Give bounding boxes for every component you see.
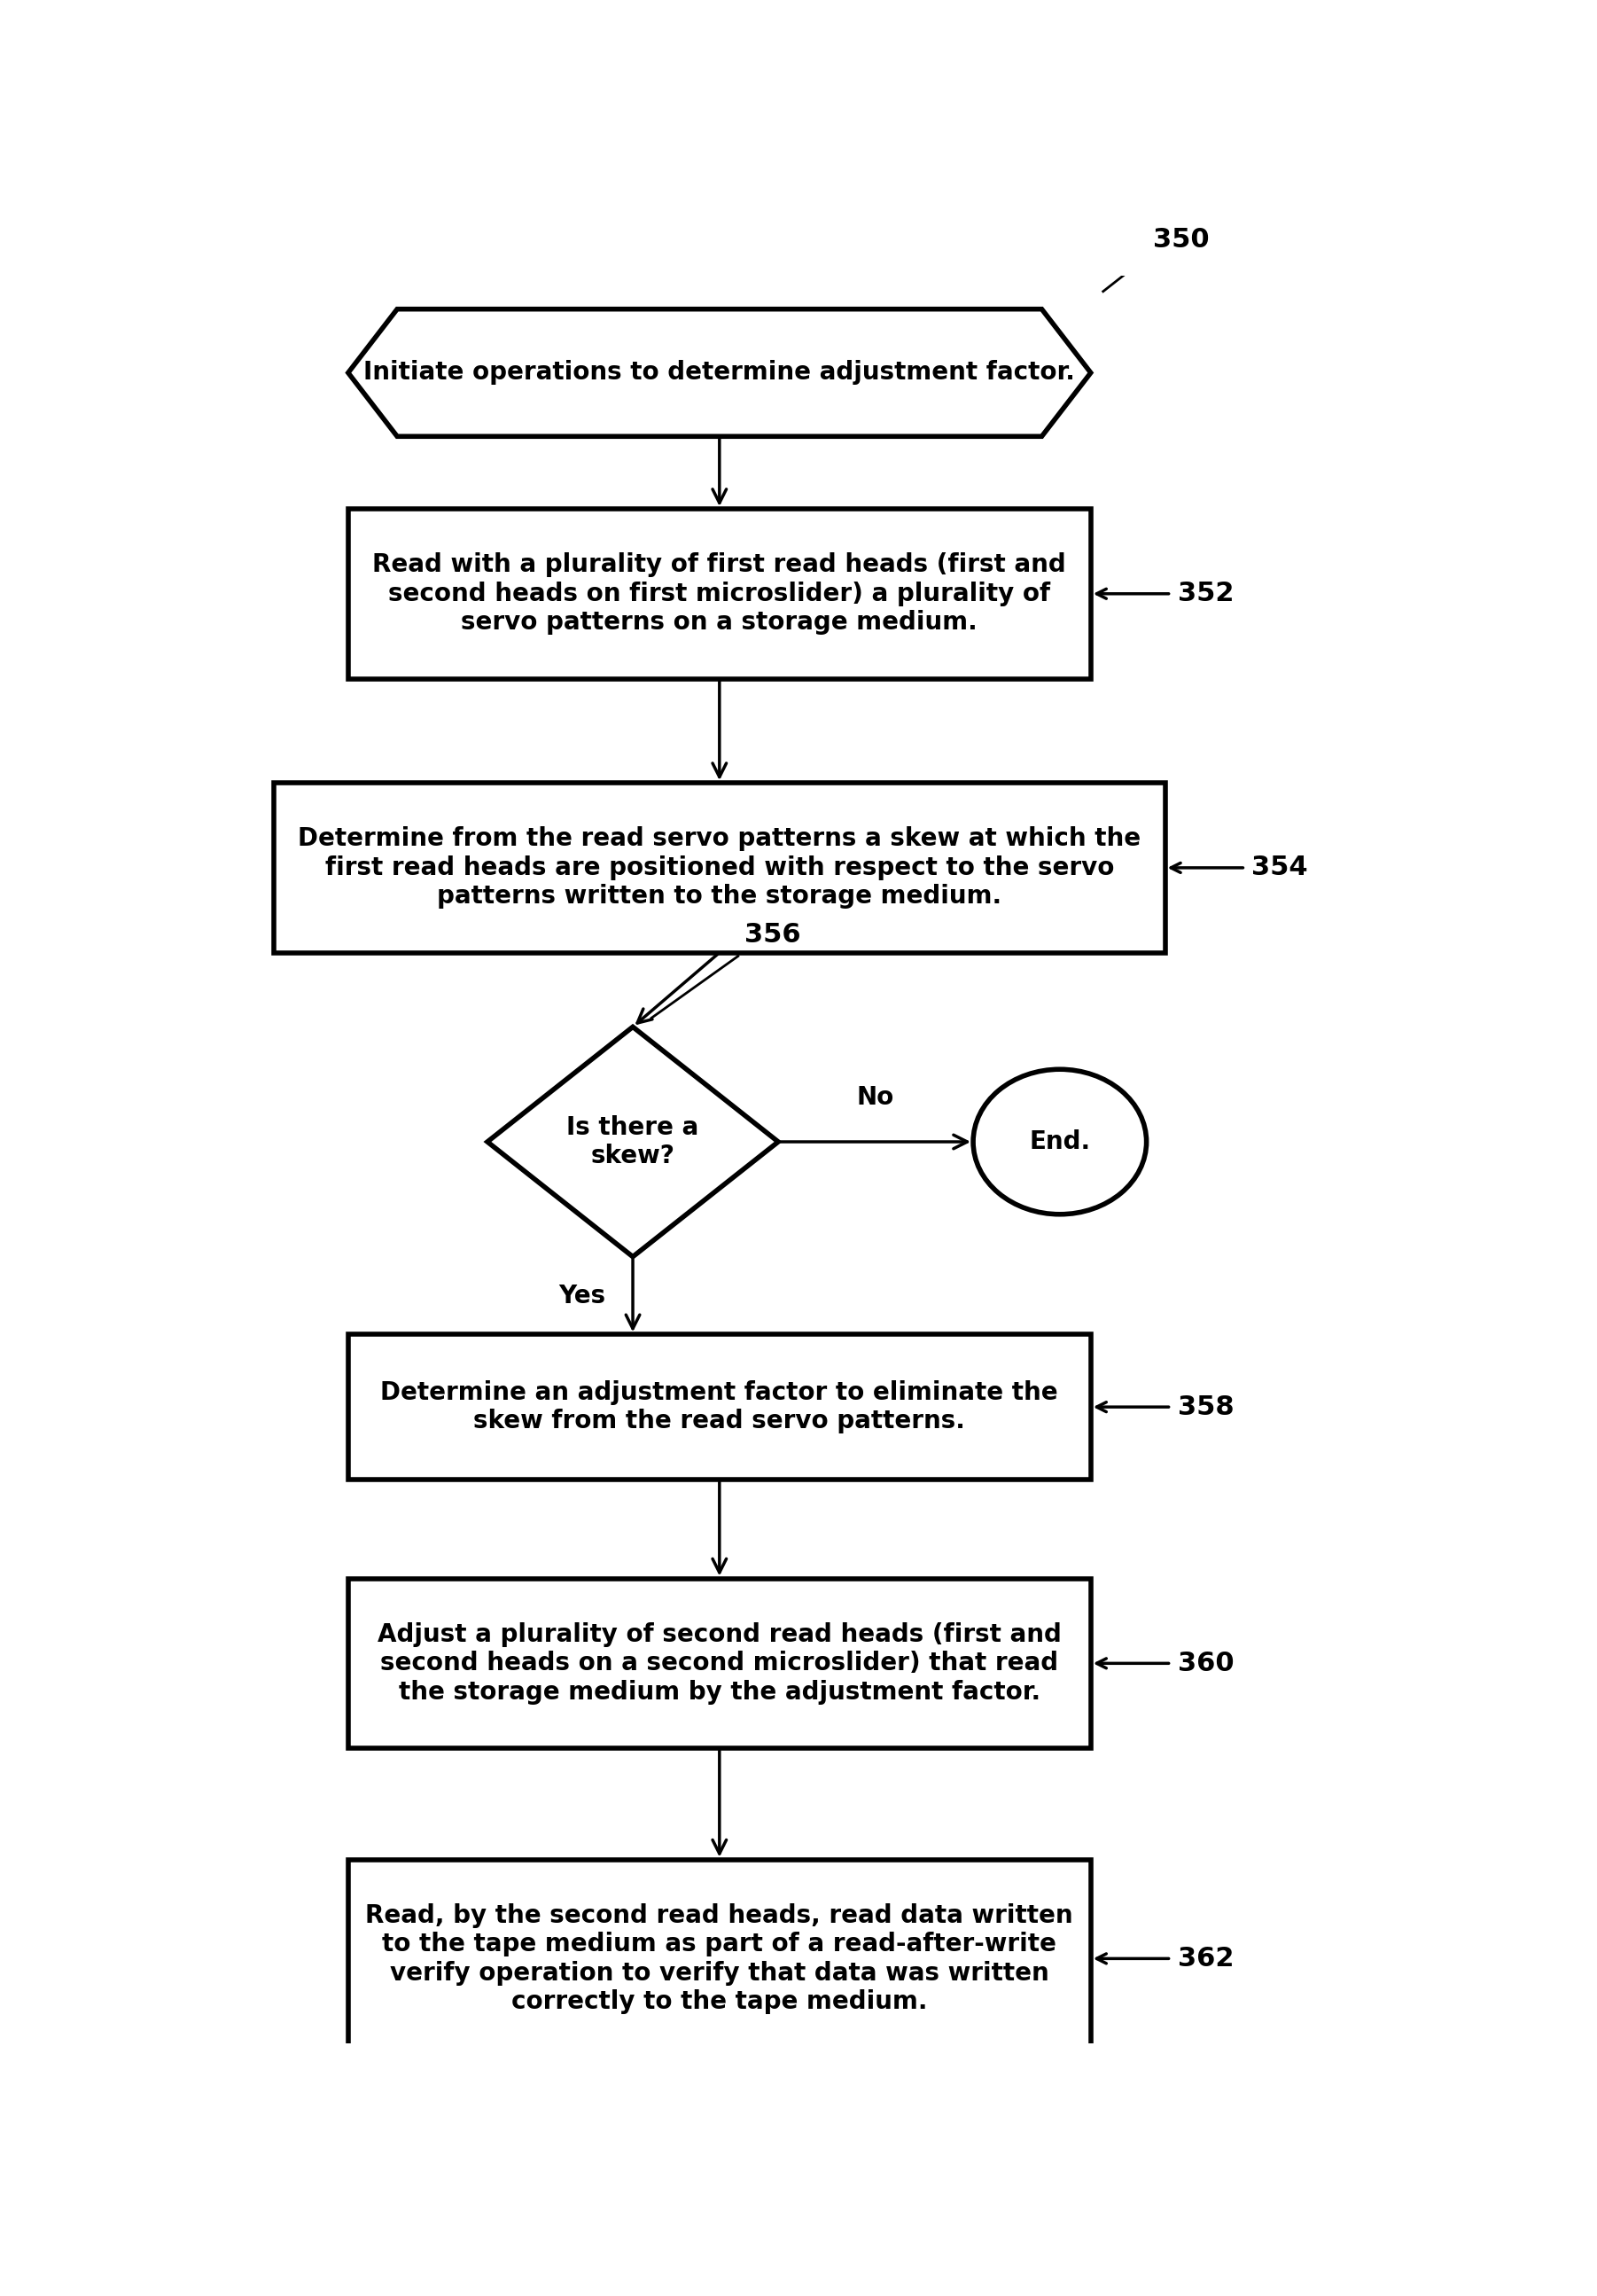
Text: 352: 352 bbox=[1177, 581, 1233, 606]
Text: Yes: Yes bbox=[559, 1283, 605, 1309]
Text: 360: 360 bbox=[1177, 1651, 1234, 1676]
Text: No: No bbox=[858, 1086, 894, 1109]
Text: Is there a
skew?: Is there a skew? bbox=[567, 1116, 699, 1169]
Text: Determine from the read servo patterns a skew at which the
first read heads are : Determine from the read servo patterns a… bbox=[299, 827, 1140, 909]
Polygon shape bbox=[348, 310, 1091, 436]
Text: 362: 362 bbox=[1177, 1945, 1233, 1972]
Text: Initiate operations to determine adjustment factor.: Initiate operations to determine adjustm… bbox=[364, 360, 1075, 386]
Bar bbox=[348, 1577, 1091, 1747]
Ellipse shape bbox=[973, 1070, 1147, 1215]
Polygon shape bbox=[487, 1026, 778, 1256]
Bar bbox=[348, 510, 1091, 680]
Bar bbox=[348, 1334, 1091, 1479]
Text: Read, by the second read heads, read data written
to the tape medium as part of : Read, by the second read heads, read dat… bbox=[366, 1903, 1073, 2014]
Text: Determine an adjustment factor to eliminate the
skew from the read servo pattern: Determine an adjustment factor to elimin… bbox=[380, 1380, 1059, 1433]
Text: Read with a plurality of first read heads (first and
second heads on first micro: Read with a plurality of first read head… bbox=[372, 553, 1067, 636]
Text: 350: 350 bbox=[1153, 227, 1209, 253]
Bar bbox=[275, 783, 1166, 953]
Text: Adjust a plurality of second read heads (first and
second heads on a second micr: Adjust a plurality of second read heads … bbox=[377, 1623, 1062, 1704]
Text: End.: End. bbox=[1028, 1130, 1091, 1155]
Text: 356: 356 bbox=[744, 921, 800, 948]
Text: 354: 354 bbox=[1252, 854, 1308, 882]
Text: 358: 358 bbox=[1177, 1394, 1234, 1419]
Bar bbox=[348, 1860, 1091, 2057]
